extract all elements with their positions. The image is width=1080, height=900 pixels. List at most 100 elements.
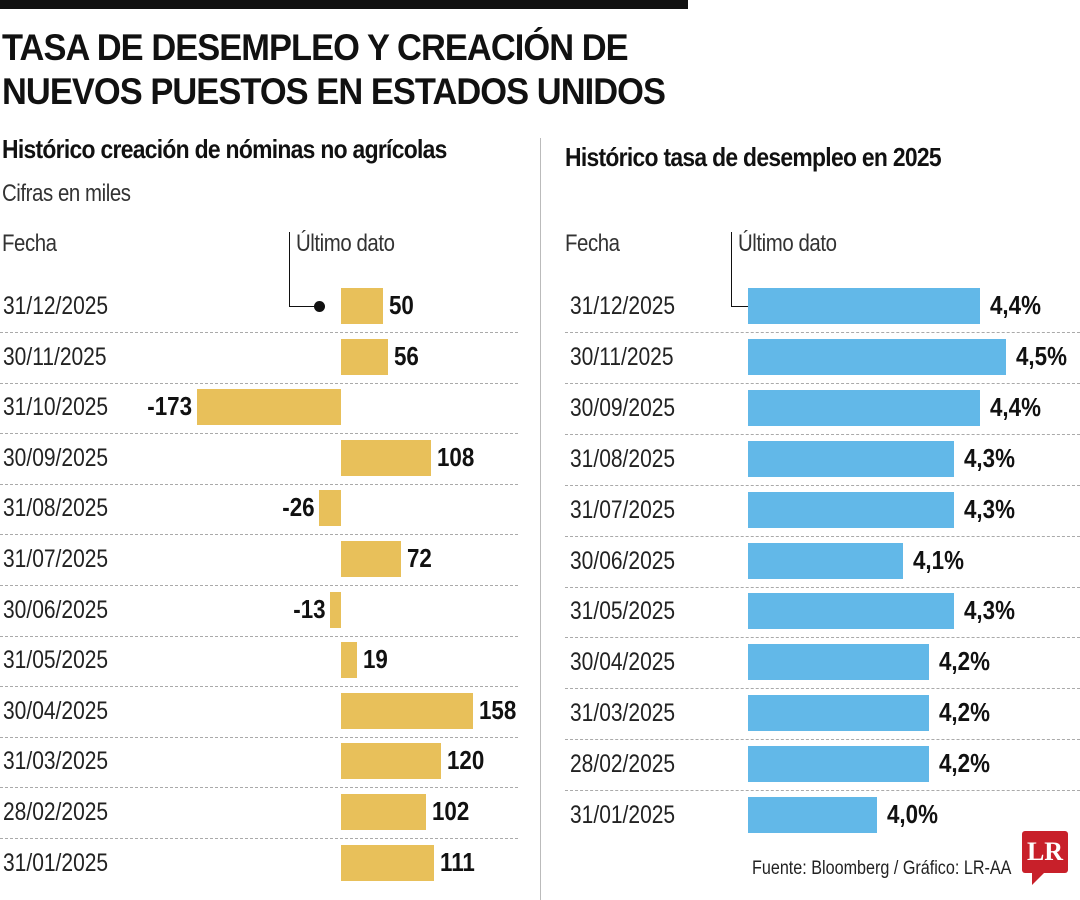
row-divider [0, 686, 518, 688]
bar [341, 338, 388, 375]
value-label: 102 [432, 796, 470, 826]
bar [341, 642, 357, 679]
value-label: 50 [388, 290, 414, 320]
value-label: 4,2% [938, 748, 990, 779]
value-label: 120 [447, 745, 485, 776]
row-divider [0, 585, 518, 586]
row-divider [0, 433, 518, 435]
value-label: -173 [146, 391, 192, 422]
row-divider [565, 688, 1080, 690]
bar [319, 490, 341, 527]
date-label: 30/04/2025 [570, 648, 676, 677]
date-label: 30/09/2025 [570, 393, 676, 422]
bar [748, 288, 981, 324]
row-divider [0, 483, 518, 485]
bar [341, 794, 427, 830]
right-date-header: Fecha [565, 230, 620, 257]
date-label: 30/06/2025 [3, 595, 109, 624]
value-label: 4,0% [887, 799, 938, 829]
right-annotation: Último dato [738, 230, 837, 257]
row-divider [0, 787, 518, 789]
row-divider [565, 637, 1080, 639]
value-label: -13 [292, 593, 326, 624]
row-divider [0, 382, 518, 384]
date-label: 30/11/2025 [570, 342, 674, 371]
top-rule [0, 0, 688, 9]
date-label: 30/11/2025 [3, 342, 107, 371]
page-title: TASA DE DESEMPLEO Y CREACIÓN DE NUEVOS P… [2, 26, 666, 114]
bar [341, 439, 432, 476]
bar [341, 288, 383, 324]
row-divider [565, 535, 1080, 537]
value-label: 4,1% [912, 544, 964, 575]
bar [341, 541, 402, 577]
value-label: -26 [281, 492, 315, 523]
left-annotation-leader [289, 232, 320, 307]
title-line-1: TASA DE DESEMPLEO Y CREACIÓN DE [2, 27, 629, 68]
date-label: 30/04/2025 [3, 696, 109, 725]
date-label: 31/12/2025 [570, 292, 676, 320]
title-line-2: NUEVOS PUESTOS EN ESTADOS UNIDOS [2, 71, 666, 112]
value-label: 108 [437, 441, 475, 472]
row-divider [0, 332, 518, 333]
value-label: 4,4% [990, 290, 1042, 320]
date-label: 31/05/2025 [3, 646, 109, 675]
bar [748, 440, 955, 477]
date-label: 31/10/2025 [3, 393, 109, 422]
date-label: 31/01/2025 [3, 848, 109, 877]
column-divider [540, 138, 541, 900]
value-label: 4,3% [964, 493, 1016, 524]
bar [748, 389, 981, 426]
date-label: 30/09/2025 [3, 443, 109, 472]
row-divider [565, 382, 1080, 384]
date-label: 31/03/2025 [3, 747, 109, 776]
lr-logo: LR [1022, 831, 1068, 885]
value-label: 4,4% [990, 391, 1042, 422]
bar [341, 743, 442, 780]
row-divider [565, 739, 1080, 741]
row-divider [565, 790, 1080, 792]
value-label: 4,2% [938, 697, 990, 728]
left-annotation: Último dato [296, 230, 395, 257]
bar [196, 389, 341, 426]
right-annotation-leader [731, 232, 762, 307]
source-note: Fuente: Bloomberg / Gráfico: LR-AA [752, 858, 1012, 879]
value-label: 111 [439, 846, 475, 877]
bar [748, 593, 955, 630]
bar [341, 692, 473, 729]
date-label: 31/03/2025 [570, 699, 676, 728]
row-divider [565, 433, 1080, 435]
row-divider [0, 838, 518, 839]
value-label: 56 [393, 340, 419, 371]
value-label: 4,3% [964, 595, 1016, 626]
date-label: 31/12/2025 [3, 292, 109, 320]
left-date-header: Fecha [2, 230, 57, 257]
bar [341, 844, 434, 881]
bar [748, 695, 929, 732]
date-label: 31/01/2025 [570, 801, 676, 829]
left-chart-title: Histórico creación de nóminas no agrícol… [2, 134, 447, 164]
value-label: 4,2% [938, 646, 990, 677]
right-chart-title: Histórico tasa de desempleo en 2025 [565, 142, 942, 172]
bar [748, 746, 929, 783]
bar [748, 491, 955, 528]
date-label: 31/07/2025 [570, 495, 676, 524]
row-divider [565, 586, 1080, 588]
row-divider [565, 484, 1080, 486]
date-label: 31/07/2025 [3, 545, 109, 573]
row-divider [0, 534, 518, 536]
row-divider [565, 332, 1080, 333]
value-label: 19 [362, 644, 388, 675]
row-divider [0, 635, 518, 637]
date-label: 28/02/2025 [570, 750, 676, 779]
left-chart-subtitle: Cifras en miles [2, 180, 131, 207]
date-label: 31/08/2025 [570, 444, 676, 473]
bar [748, 338, 1006, 375]
bar [748, 644, 929, 681]
date-label: 28/02/2025 [3, 798, 109, 826]
date-label: 31/08/2025 [3, 494, 109, 523]
value-label: 158 [478, 694, 517, 725]
bar [748, 542, 903, 579]
bar [748, 797, 877, 833]
